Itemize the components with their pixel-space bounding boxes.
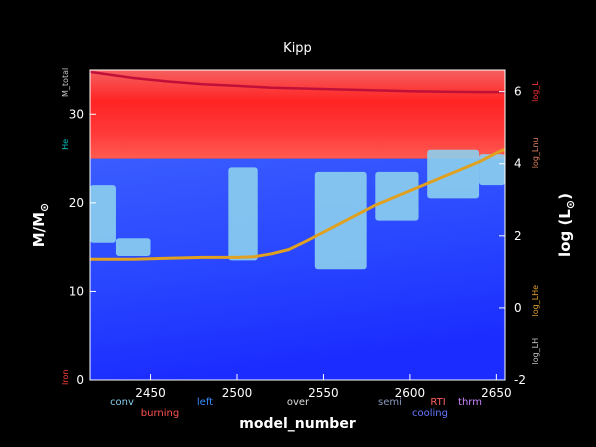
legend-item-cooling: cooling [412,408,448,419]
series-line-m-total [90,70,505,94]
convective-zone [228,167,258,261]
legend-item-rti: RTI [430,397,445,408]
x-tick-label: 2650 [481,386,512,400]
left-side-label: Iron [61,370,70,385]
x-tick-label: 2600 [395,386,426,400]
y2-axis-label: log (L⊙) [556,193,577,257]
x-axis-label: model_number [239,416,356,432]
plot-area [90,70,505,380]
y2-tick-label: 6 [514,85,522,99]
y-tick-label: 20 [69,196,84,210]
convective-zone [115,238,151,256]
y2-tick-label: 4 [514,157,522,171]
y-axis-label: M/M⊙ [30,203,51,248]
x-tick-label: 2500 [222,386,253,400]
y2-tick-label: -2 [514,373,526,387]
convective-zone [314,171,367,270]
nuclear-burning-region [90,70,505,159]
legend-item-burning: burning [141,408,179,419]
left-side-label: M_total [61,68,70,97]
y-tick-label: 10 [69,284,84,298]
legend-item-left: left [197,397,213,408]
y2-tick-label: 0 [514,301,522,315]
right-side-label: log_LH [531,338,540,365]
convective-zone [479,154,505,186]
series-line-log-l [90,147,505,261]
legend-item-thrm: thrm [458,397,482,408]
right-side-label: log_LHe [531,285,540,317]
y-tick-label: 0 [76,373,84,387]
plot-frame [89,69,506,381]
chart-title: Kipp [283,41,312,56]
x-tick-label: 2450 [135,386,166,400]
legend-item-semi: semi [378,397,402,408]
y2-tick-label: 2 [514,229,522,243]
right-side-label: log_Lnu [531,138,540,169]
legend-item-over: over [287,397,310,408]
convective-zone [90,185,116,243]
right-side-label: log_L [531,81,540,102]
y-tick-label: 30 [69,107,84,121]
legend-item-conv: conv [110,397,134,408]
x-tick-label: 2550 [308,386,339,400]
left-side-label: He [61,139,70,150]
